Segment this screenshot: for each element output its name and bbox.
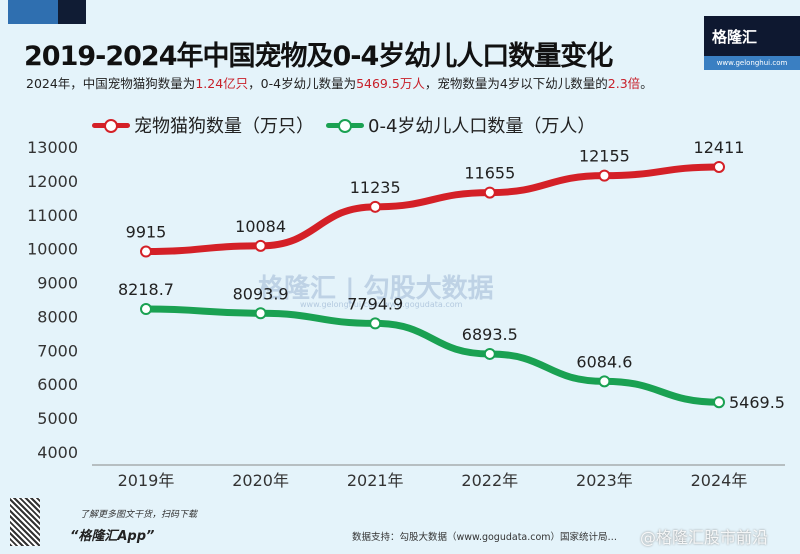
footer-app: “格隆汇App”	[70, 529, 155, 544]
data-label: 11235	[350, 178, 401, 197]
legend-marker	[92, 119, 130, 133]
data-label: 12155	[579, 147, 630, 166]
legend-item-pets: 宠物猫狗数量（万只）	[92, 112, 314, 138]
y-tick-label: 11000	[27, 206, 78, 225]
decor-block	[8, 0, 58, 24]
data-point	[483, 347, 496, 360]
data-label: 5469.5	[729, 393, 785, 412]
legend-item-children: 0-4岁幼儿人口数量（万人）	[326, 112, 595, 138]
x-tick-label: 2022年	[461, 471, 518, 490]
watermark-url: www.gelonghui.com www.gogudata.com	[300, 300, 463, 309]
data-label: 10084	[235, 217, 286, 236]
data-label: 8218.7	[118, 280, 174, 299]
data-point	[140, 303, 152, 316]
data-point	[713, 160, 725, 173]
data-label: 7794.9	[347, 294, 403, 313]
series-line-0	[142, 163, 723, 256]
data-point	[369, 200, 382, 213]
data-label: 11655	[464, 164, 515, 183]
weibo-watermark: @格隆汇股市前沿	[640, 528, 769, 547]
data-label: 8093.9	[233, 284, 289, 303]
watermark: 格隆汇 | 勾股大数据	[258, 274, 494, 304]
y-tick-label: 7000	[37, 341, 78, 360]
legend-marker	[326, 119, 364, 133]
y-tick-label: 12000	[27, 172, 78, 191]
data-point	[369, 317, 382, 330]
y-tick-label: 9000	[37, 274, 78, 293]
x-tick-label: 2019年	[118, 471, 175, 490]
data-label: 6893.5	[462, 325, 518, 344]
y-tick-label: 10000	[27, 240, 78, 259]
y-tick-label: 6000	[37, 375, 78, 394]
y-tick-label: 5000	[37, 409, 78, 428]
x-tick-label: 2020年	[232, 471, 289, 490]
data-label: 9915	[126, 223, 167, 242]
x-tick-label: 2024年	[691, 471, 748, 490]
data-point	[713, 396, 725, 409]
footer-promo: 了解更多图文干货，扫码下载	[80, 510, 198, 520]
y-tick-label: 4000	[37, 443, 78, 462]
x-tick-label: 2023年	[576, 471, 633, 490]
data-point	[140, 245, 152, 258]
qr-code	[10, 498, 40, 546]
gelonghui-logo: 格隆汇 www.gelonghui.com	[704, 16, 800, 70]
data-point	[254, 239, 267, 252]
series-line-1	[142, 305, 723, 406]
chart-subtitle: 2024年，中国宠物猫狗数量为1.24亿只，0-4岁幼儿数量为5469.5万人，…	[26, 76, 653, 91]
chart-title: 2019-2024年中国宠物及0-4岁幼儿人口数量变化	[24, 41, 613, 72]
y-tick-label: 13000	[27, 138, 78, 157]
data-point	[254, 307, 267, 320]
data-point	[598, 375, 611, 388]
decor-block	[58, 0, 86, 24]
x-tick-label: 2021年	[347, 471, 404, 490]
data-point	[483, 186, 496, 199]
data-point	[598, 169, 611, 182]
legend: 宠物猫狗数量（万只） 0-4岁幼儿人口数量（万人）	[92, 112, 595, 138]
data-label: 12411	[694, 138, 745, 157]
footer-source: 数据支持：勾股大数据（www.gogudata.com）国家统计局…	[352, 532, 618, 543]
y-tick-label: 8000	[37, 307, 78, 326]
data-label: 6084.6	[576, 352, 632, 371]
